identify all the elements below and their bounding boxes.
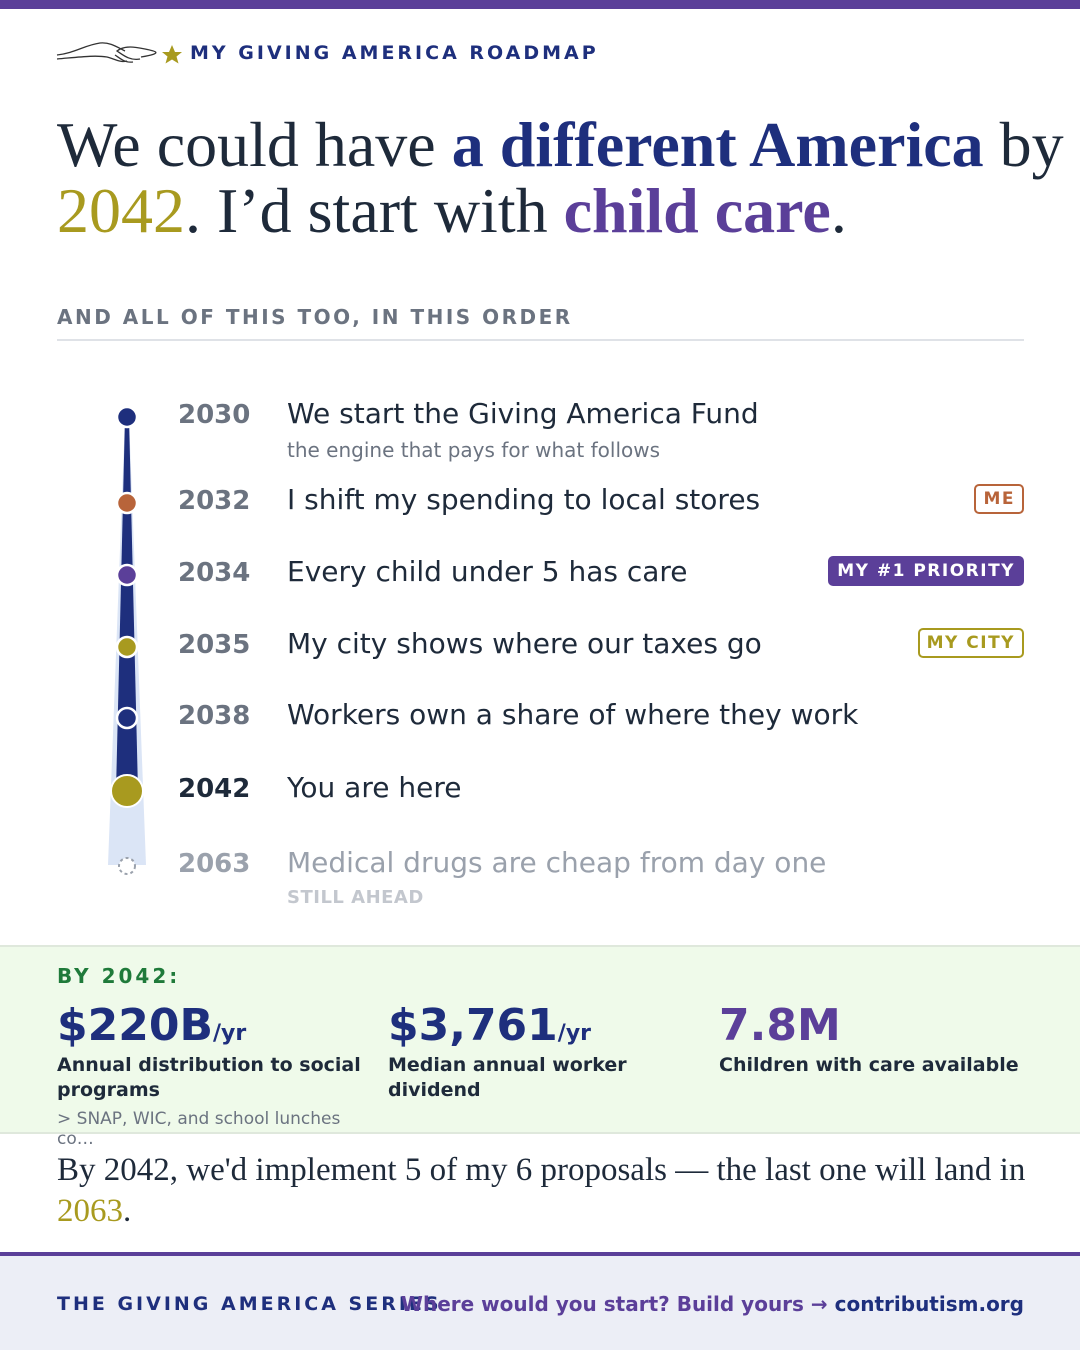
timeline-title: Workers own a share of where they work [287,698,859,731]
headline-part: a different America [451,109,984,180]
headline: We could have a different America by 2042… [57,109,1064,246]
stat-value: $3,761 [388,1000,558,1051]
timeline-track [108,405,146,875]
section-label: AND ALL OF THIS TOO, IN THIS ORDER [57,305,573,329]
headline-part: child care [563,175,831,246]
stat-unit: /yr [213,1021,247,1046]
stats-panel [0,945,1080,1134]
timeline-year: 2030 [178,400,251,430]
footer-rule [0,1252,1080,1256]
timeline-title: My city shows where our taxes go [287,627,762,660]
timeline-title: We start the Giving America Fund [287,397,759,430]
stat-value-line: $220B/yr [57,1000,367,1051]
footer-cta: Where would you start? Build yours → con… [401,1292,1024,1316]
stat-unit: /yr [557,1021,592,1046]
footer [0,1256,1080,1350]
summary-part: 2063 [57,1193,123,1229]
timeline-tag: MY CITY [917,628,1024,658]
hands-icon [56,42,182,64]
header-label: MY GIVING AMERICA ROADMAP [190,42,599,64]
footer-prompt: Where would you start? Build yours → [400,1292,835,1316]
stat-value: $220B [57,1000,213,1051]
stats-label: BY 2042: [57,964,181,988]
timeline-item: 2063 Medical drugs are cheap from day one… [0,846,1080,908]
headline-part: . [830,175,847,246]
headline-part: . I’d start with [185,175,564,246]
headline-part: We could have [57,109,452,180]
timeline-dot [115,635,139,659]
stat-value-line: 7.8M [719,1000,1029,1051]
stat-label: Median annual worker dividend [388,1054,627,1101]
timeline-item: 2030 We start the Giving America Fund the … [0,397,1080,462]
footer-link[interactable]: contributism.org [834,1292,1024,1316]
stat: 7.8M Children with care available [719,1000,1029,1078]
stat-value-line: $3,761/yr [388,1000,698,1051]
stat: $220B/yr Annual distribution to social pr… [57,1000,367,1149]
summary: By 2042, we'd implement 5 of my 6 propos… [57,1150,1047,1232]
timeline-year: 2042 [178,774,251,804]
footer-series: THE GIVING AMERICA SERIES [57,1293,442,1315]
timeline-year: 2034 [178,558,251,588]
timeline-item: 2034 Every child under 5 has care MY #1 PR… [0,555,1080,598]
stat-label: Children with care available [719,1054,1019,1076]
summary-part: By 2042, we'd implement 5 of my 6 propos… [57,1152,1034,1188]
timeline-tag: ME [974,484,1024,514]
timeline-dot [115,405,139,429]
timeline-dot [115,491,139,515]
stat-note: > SNAP, WIC, and school lunches co… [57,1109,341,1149]
timeline-year: 2032 [178,486,251,516]
timeline-item: 2042 You are here [0,771,1080,814]
timeline-note: STILL AHEAD [287,887,424,908]
top-bar [0,0,1080,9]
timeline-dot [110,774,144,808]
timeline-title: Medical drugs are cheap from day one [287,846,827,879]
timeline-dot [115,706,139,730]
timeline-subtitle: the engine that pays for what follows [287,438,661,462]
timeline-dot [118,857,136,875]
timeline-title: Every child under 5 has care [287,555,688,588]
stat: $3,761/yr Median annual worker dividend [388,1000,698,1103]
timeline-title: You are here [287,771,462,804]
timeline-year: 2038 [178,701,251,731]
stat-value: 7.8M [719,1000,841,1051]
divider [57,339,1024,341]
timeline-year: 2035 [178,630,251,660]
timeline-item: 2038 Workers own a share of where they wo… [0,698,1080,741]
timeline-item: 2032 I shift my spending to local stores M… [0,483,1080,526]
summary-part: . [123,1193,132,1229]
headline-part: 2042 [57,175,185,246]
timeline-tag: MY #1 PRIORITY [828,556,1024,586]
timeline-title: I shift my spending to local stores [287,483,761,516]
headline-part: by [983,109,1064,180]
timeline-dot [115,563,139,587]
timeline-year: 2063 [178,849,251,879]
stat-label: Annual distribution to social programs [57,1054,361,1101]
timeline-item: 2035 My city shows where our taxes go MY C… [0,627,1080,670]
